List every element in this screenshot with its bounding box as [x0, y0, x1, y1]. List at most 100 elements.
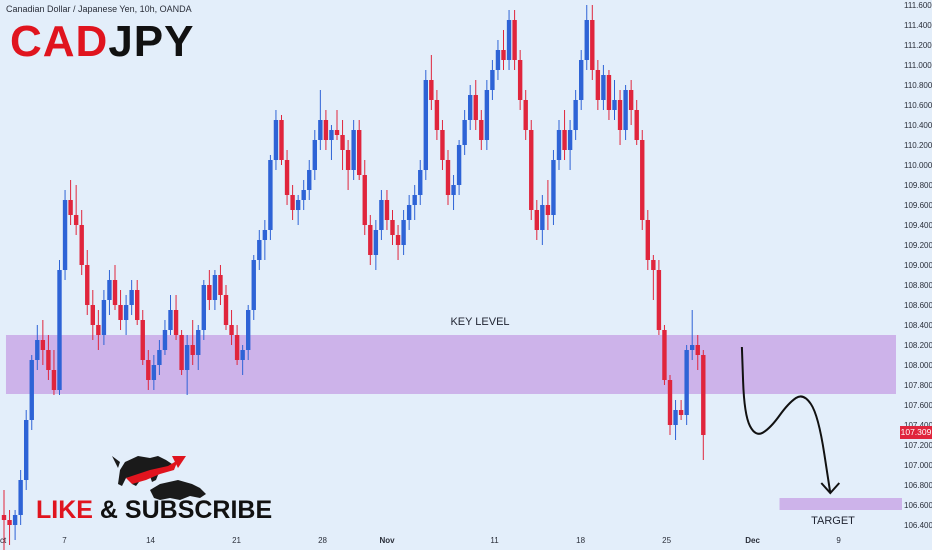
y-tick-label: 106.400	[904, 521, 932, 530]
candle-body	[551, 160, 556, 215]
candle-body	[101, 300, 107, 335]
candle-body	[595, 70, 601, 100]
bull-bear-logo	[112, 456, 206, 500]
candle-body	[395, 235, 401, 245]
candle-body	[517, 60, 523, 100]
candle-body	[85, 265, 90, 305]
y-tick-label: 111.400	[904, 21, 932, 30]
candle-body	[107, 280, 112, 300]
candle-body	[229, 325, 234, 335]
candle-body	[701, 355, 706, 435]
candle-body	[434, 100, 440, 130]
candle-body	[351, 130, 356, 170]
y-tick-label: 108.200	[904, 341, 932, 350]
candle-body	[401, 220, 406, 245]
y-tick-label: 107.800	[904, 381, 932, 390]
candle-body	[190, 345, 195, 355]
y-tick-label: 110.400	[904, 121, 932, 130]
candles	[1, 5, 706, 550]
y-tick-label: 108.800	[904, 281, 932, 290]
candle-body	[606, 75, 612, 110]
candle-body	[512, 20, 517, 60]
y-tick-label: 111.000	[904, 61, 932, 70]
candle-body	[601, 75, 606, 100]
candle-body	[667, 380, 673, 425]
x-tick-label: 11	[490, 536, 499, 545]
candle-body	[612, 100, 617, 110]
candle-body	[540, 205, 545, 230]
candle-body	[184, 345, 190, 370]
candle-body	[240, 350, 245, 360]
candle-body	[212, 275, 218, 300]
candle-body	[173, 310, 179, 335]
candle-body	[368, 225, 373, 255]
candle-body	[46, 350, 51, 370]
candle-body	[617, 100, 623, 130]
candle-body	[218, 275, 223, 295]
candle-body	[562, 130, 567, 150]
candle-body	[695, 345, 700, 355]
y-tick-label: 111.600	[904, 1, 932, 10]
target-label: TARGET	[811, 515, 855, 527]
candle-body	[567, 130, 573, 150]
candle-body	[418, 170, 423, 195]
candle-body	[1, 515, 7, 520]
candle-body	[484, 90, 490, 140]
y-tick-label: 106.600	[904, 501, 932, 510]
y-tick-label: 111.200	[904, 41, 932, 50]
candle-body	[506, 20, 512, 60]
candle-body	[24, 420, 29, 480]
x-tick-label: 28	[318, 536, 327, 545]
candle-body	[73, 215, 79, 225]
x-tick-label: Dec	[745, 536, 760, 545]
candle-body	[362, 175, 367, 225]
projection-path	[740, 346, 841, 495]
candle-body	[590, 20, 595, 70]
x-tick-label: 9	[836, 536, 841, 545]
y-tick-label: 110.800	[904, 81, 932, 90]
candle-body	[451, 185, 456, 195]
candle-body	[423, 80, 428, 170]
y-tick-label: 108.000	[904, 361, 932, 370]
candle-body	[640, 140, 645, 220]
y-tick-label: 109.200	[904, 241, 932, 250]
x-tick-label: Oct	[0, 536, 7, 545]
y-tick-label: 109.400	[904, 221, 932, 230]
candle-body	[295, 200, 301, 210]
candle-body	[18, 480, 23, 515]
candle-body	[357, 130, 362, 175]
candle-body	[290, 195, 295, 210]
candle-body	[495, 50, 501, 70]
candle-body	[340, 135, 345, 150]
current-price-tag: 107.309	[900, 426, 932, 439]
candle-body	[284, 160, 290, 195]
candle-body	[151, 365, 157, 380]
candle-body	[96, 325, 101, 335]
candle-body	[534, 210, 539, 230]
candle-body	[68, 200, 73, 215]
candle-body	[406, 205, 412, 220]
candle-body	[628, 90, 634, 110]
candle-body	[35, 340, 40, 360]
candle-body	[207, 285, 212, 300]
candle-body	[246, 310, 251, 350]
candle-body	[523, 100, 528, 130]
like-subscribe-banner: LIKE & SUBSCRIBE	[36, 496, 272, 525]
y-tick-label: 107.600	[904, 401, 932, 410]
x-tick-label: Nov	[380, 536, 396, 545]
symbol-quote: JPY	[108, 17, 195, 66]
candle-body	[329, 130, 334, 140]
candle-body	[678, 410, 684, 415]
candle-body	[268, 160, 273, 230]
candle-body	[279, 120, 284, 160]
candle-body	[146, 360, 151, 380]
subscribe-text: SUBSCRIBE	[124, 496, 273, 524]
y-tick-label: 109.600	[904, 201, 932, 210]
candle-body	[412, 195, 417, 205]
candle-body	[234, 335, 240, 360]
key-level-zone	[5, 335, 897, 394]
candle-body	[651, 260, 656, 270]
candle-body	[579, 60, 584, 100]
candle-body	[501, 50, 506, 60]
